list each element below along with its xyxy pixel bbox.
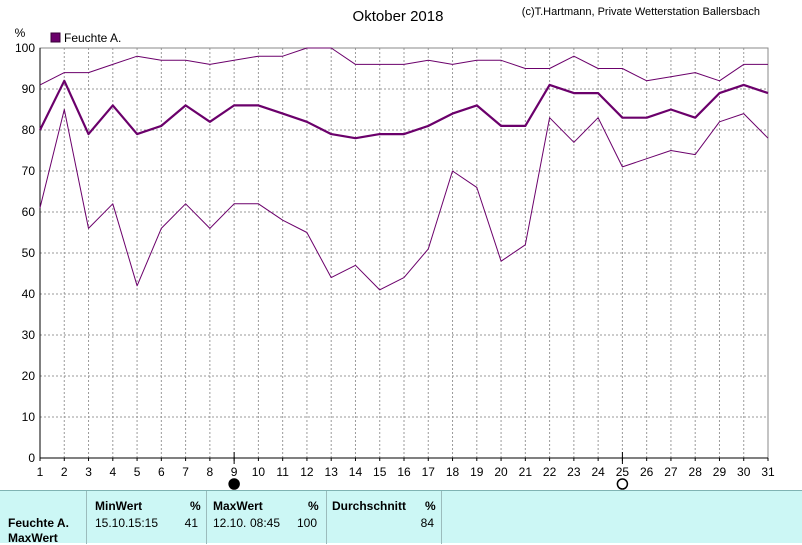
legend: Feuchte A. xyxy=(50,31,121,45)
max-unit: % xyxy=(308,499,319,513)
series-line-max xyxy=(39,47,768,86)
y-tick-label: 20 xyxy=(22,369,36,383)
x-tick-label: 9 xyxy=(231,465,238,479)
y-tick-label: 0 xyxy=(28,451,35,465)
avg-value: 84 xyxy=(420,516,434,530)
max-date: 12.10. xyxy=(213,516,247,530)
y-tick-label: 80 xyxy=(22,123,36,137)
x-tick-label: 2 xyxy=(61,465,68,479)
x-tick-label: 22 xyxy=(543,465,557,479)
x-tick-label: 7 xyxy=(182,465,189,479)
x-axis: 1 2 3 4 5 6 7 8 9 10 11 12 13 14 15 16 17 18 19 20 21 22 23 24 2… xyxy=(37,458,775,479)
x-tick-label: 12 xyxy=(300,465,314,479)
x-tick-label: 17 xyxy=(422,465,436,479)
y-tick-label: 50 xyxy=(22,246,36,260)
panel-divider xyxy=(326,491,327,544)
series-line-mean xyxy=(39,79,769,140)
y-tick-label: 30 xyxy=(22,328,36,342)
series-line-min xyxy=(39,109,769,291)
x-tick-label: 31 xyxy=(761,465,775,479)
x-tick-label: 27 xyxy=(664,465,678,479)
row-label-maxwert: MaxWert xyxy=(8,531,58,545)
x-tick-label: 30 xyxy=(737,465,751,479)
x-tick-label: 16 xyxy=(397,465,411,479)
x-tick-label: 18 xyxy=(446,465,460,479)
min-unit: % xyxy=(190,499,201,513)
min-date: 15.10. xyxy=(95,516,129,530)
panel-divider xyxy=(441,491,442,544)
full-moon-icon xyxy=(616,478,629,490)
y-tick-label: 70 xyxy=(22,164,36,178)
y-tick-label: 100 xyxy=(15,41,35,55)
x-tick-label: 1 xyxy=(37,465,44,479)
x-tick-label: 13 xyxy=(325,465,339,479)
x-tick-label: 29 xyxy=(713,465,727,479)
moon-phase-markers xyxy=(228,452,629,490)
x-tick-label: 15 xyxy=(373,465,387,479)
avg-header: Durchschnitt xyxy=(332,499,407,513)
humidity-chart: Oktober 2018 (c)T.Hartmann, Private Wett… xyxy=(15,6,775,490)
x-tick-label: 5 xyxy=(134,465,141,479)
y-tick-label: 90 xyxy=(22,82,36,96)
chart-title: Oktober 2018 xyxy=(353,8,444,25)
new-moon-icon xyxy=(228,478,240,490)
x-tick-label: 20 xyxy=(494,465,508,479)
x-tick-label: 21 xyxy=(519,465,533,479)
x-tick-label: 11 xyxy=(276,465,289,479)
min-header: MinWert xyxy=(95,499,143,513)
y-tick-label: 10 xyxy=(22,410,36,424)
x-tick-label: 6 xyxy=(158,465,165,479)
y-tick-label: 60 xyxy=(22,205,36,219)
avg-unit: % xyxy=(425,499,436,513)
series-lines xyxy=(39,47,769,291)
min-time: 15:15 xyxy=(128,516,159,530)
x-tick-label: 19 xyxy=(470,465,484,479)
credit-text: (c)T.Hartmann, Private Wetterstation Bal… xyxy=(522,6,760,18)
x-tick-label: 8 xyxy=(207,465,214,479)
x-tick-label: 23 xyxy=(567,465,581,479)
legend-swatch xyxy=(50,32,61,43)
x-tick-label: 24 xyxy=(591,465,605,479)
panel-divider xyxy=(206,491,207,544)
y-axis-unit: % xyxy=(15,26,26,40)
x-tick-label: 28 xyxy=(689,465,703,479)
grid xyxy=(40,48,768,458)
x-tick-label: 4 xyxy=(109,465,116,479)
x-tick-label: 25 xyxy=(616,465,630,479)
x-tick-label: 26 xyxy=(640,465,654,479)
x-tick-label: 3 xyxy=(85,465,92,479)
statistics-panel: MinWert % MaxWert % Durchschnitt % Feuch… xyxy=(0,490,802,545)
legend-label: Feuchte A. xyxy=(64,31,121,45)
x-tick-label: 10 xyxy=(252,465,266,479)
x-tick-label: 14 xyxy=(349,465,363,479)
y-tick-label: 40 xyxy=(22,287,36,301)
max-header: MaxWert xyxy=(213,499,263,513)
max-value: 100 xyxy=(296,516,317,530)
panel-divider xyxy=(86,491,87,544)
y-axis: 0 10 20 30 40 50 60 70 80 90 100 xyxy=(15,41,35,465)
min-value: 41 xyxy=(184,516,198,530)
row-label-sensor: Feuchte A. xyxy=(8,516,69,530)
max-time: 08:45 xyxy=(250,516,281,530)
